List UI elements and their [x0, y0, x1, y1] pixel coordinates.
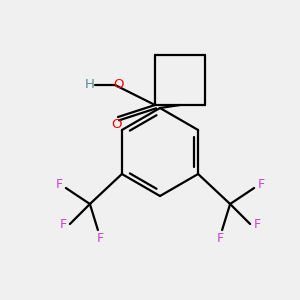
Text: F: F	[96, 232, 103, 244]
Text: H: H	[85, 77, 95, 91]
Text: O: O	[114, 77, 124, 91]
Text: F: F	[257, 178, 265, 191]
Text: F: F	[254, 218, 261, 232]
Text: O: O	[111, 118, 121, 130]
Text: F: F	[217, 232, 224, 244]
Text: F: F	[55, 178, 62, 191]
Text: F: F	[59, 218, 67, 232]
